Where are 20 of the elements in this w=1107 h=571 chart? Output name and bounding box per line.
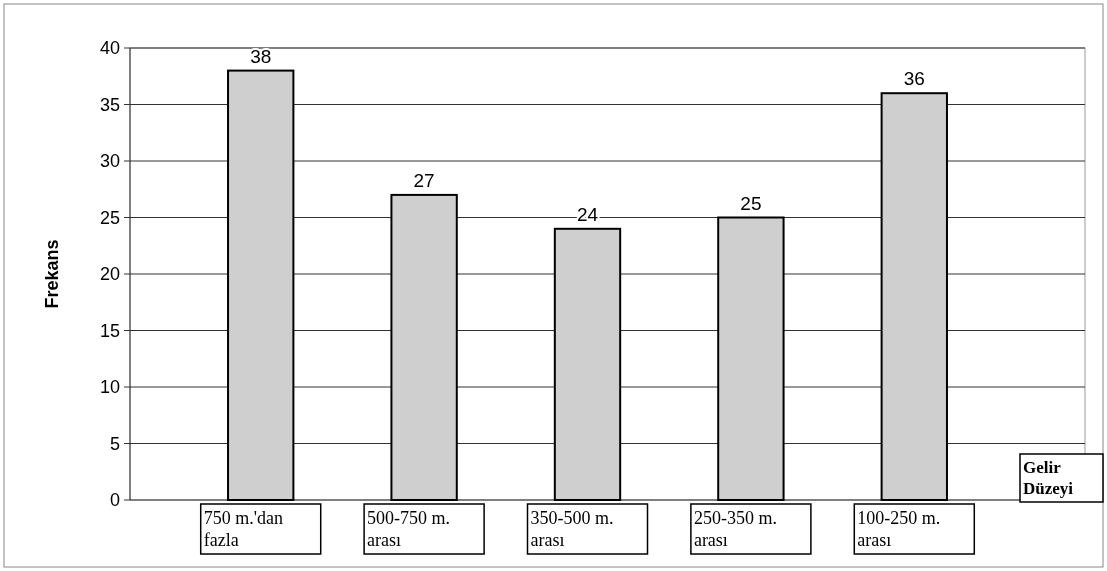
y-tick-label: 35 (99, 94, 120, 115)
y-tick-label: 40 (99, 38, 120, 59)
y-tick-label: 10 (99, 377, 120, 398)
y-tick-label: 5 (109, 433, 120, 454)
x-tick-label: 750 m.'dan fazla (203, 508, 283, 550)
x-tick-label: 250-350 m. arası (693, 508, 777, 550)
y-tick-label: 25 (99, 207, 120, 228)
data-label: 25 (740, 192, 762, 214)
x-axis-title: Gelir Düzeyi (1023, 458, 1074, 498)
data-label: 36 (903, 68, 925, 90)
y-tick-label: 15 (99, 320, 120, 341)
data-label: 27 (413, 169, 435, 191)
x-tick-label: 350-500 m. arası (530, 508, 614, 550)
y-tick-label: 30 (99, 151, 120, 172)
y-axis-title: Frekans (42, 239, 62, 309)
y-tick-label: 0 (109, 490, 120, 511)
x-tick-label: 500-750 m. arası (367, 508, 451, 550)
y-tick-label: 20 (99, 264, 120, 285)
data-label: 38 (250, 45, 272, 67)
x-tick-label: 100-250 m. arası (857, 508, 941, 550)
